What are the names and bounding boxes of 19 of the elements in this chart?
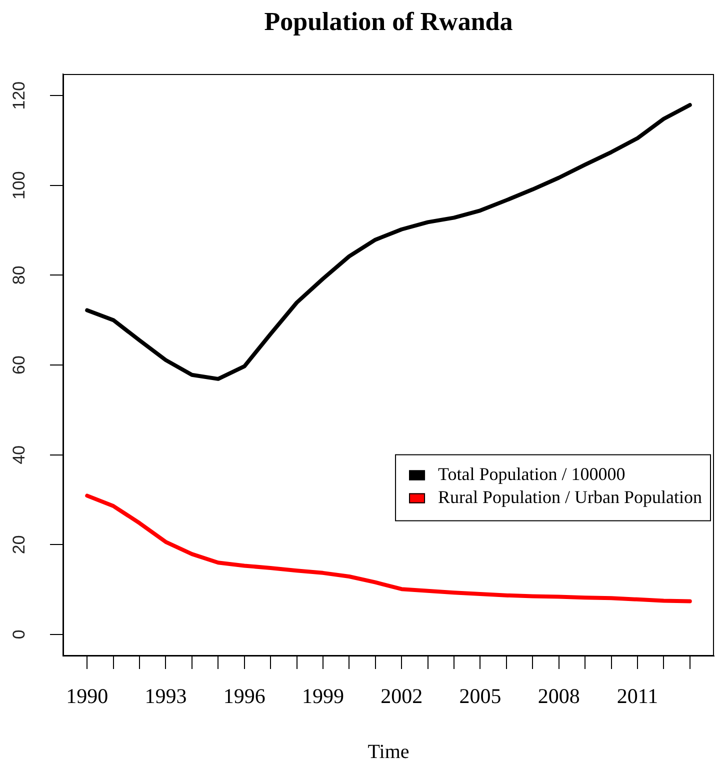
y-tick-label: 20 [10, 535, 29, 554]
x-tick-label: 1999 [302, 684, 344, 708]
x-tick-label: 2011 [616, 684, 658, 708]
x-axis-title: Time [368, 741, 410, 763]
x-tick-label: 1996 [223, 684, 266, 708]
chart-title: Population of Rwanda [264, 7, 513, 36]
y-tick-label: 100 [10, 171, 29, 200]
x-tick-label: 2008 [538, 684, 580, 708]
x-tick-label: 1990 [66, 684, 108, 708]
y-tick-label: 80 [10, 266, 29, 285]
x-tick-label: 2002 [380, 684, 423, 708]
x-tick-label: 2005 [459, 684, 502, 708]
legend-label: Total Population / 100000 [438, 464, 626, 484]
legend-label: Rural Population / Urban Population [438, 486, 702, 507]
y-tick-label: 0 [10, 630, 29, 640]
y-tick-label: 60 [10, 356, 29, 374]
y-tick-label: 120 [10, 81, 29, 110]
x-tick-label: 1993 [144, 684, 187, 708]
y-tick-label: 40 [10, 445, 29, 464]
